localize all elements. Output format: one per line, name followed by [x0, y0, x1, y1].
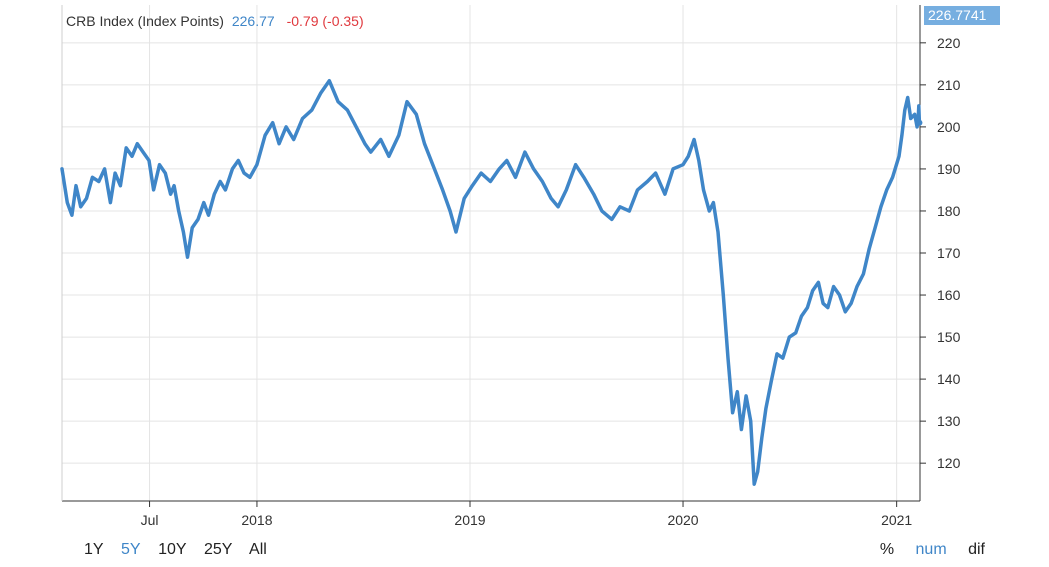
legend-series-name: CRB Index (Index Points)	[66, 13, 224, 29]
y-tick-label: 190	[937, 161, 961, 177]
range-button-all[interactable]: All	[249, 541, 267, 558]
x-tick-label: 2018	[241, 512, 272, 528]
legend-change: -0.79 (-0.35)	[286, 13, 364, 29]
x-tick-label: 2020	[667, 512, 698, 528]
range-button-25y[interactable]: 25Y	[203, 541, 233, 558]
last-value-label: 226.7741	[924, 6, 1000, 25]
mode-button-percent[interactable]: %	[879, 541, 895, 558]
last-point-marker	[916, 119, 923, 126]
y-tick-label: 170	[937, 245, 961, 261]
y-tick-label: 180	[937, 203, 961, 219]
range-button-5y[interactable]: 5Y	[121, 541, 141, 558]
x-tick-label: Jul	[141, 512, 159, 528]
series-line	[60, 78, 922, 486]
chart-legend: CRB Index (Index Points) 226.77 -0.79 (-…	[66, 13, 364, 29]
range-button-1y[interactable]: 1Y	[84, 541, 104, 558]
range-selector: 1Y 5Y 10Y 25Y All	[84, 541, 280, 559]
legend-last-value: 226.77	[231, 13, 275, 29]
mode-selector: % num dif	[863, 541, 985, 559]
mode-button-num[interactable]: num	[915, 541, 947, 558]
y-tick-label: 220	[937, 35, 961, 51]
y-tick-label: 130	[937, 413, 961, 429]
x-tick-label: 2019	[454, 512, 485, 528]
y-tick-label: 200	[937, 119, 961, 135]
mode-button-dif[interactable]: dif	[968, 541, 985, 558]
y-tick-label: 140	[937, 371, 961, 387]
y-tick-label: 210	[937, 77, 961, 93]
y-tick-label: 150	[937, 329, 961, 345]
y-tick-label: 160	[937, 287, 961, 303]
x-tick-label: 2021	[881, 512, 912, 528]
range-button-10y[interactable]: 10Y	[158, 541, 187, 558]
y-tick-label: 120	[937, 455, 961, 471]
